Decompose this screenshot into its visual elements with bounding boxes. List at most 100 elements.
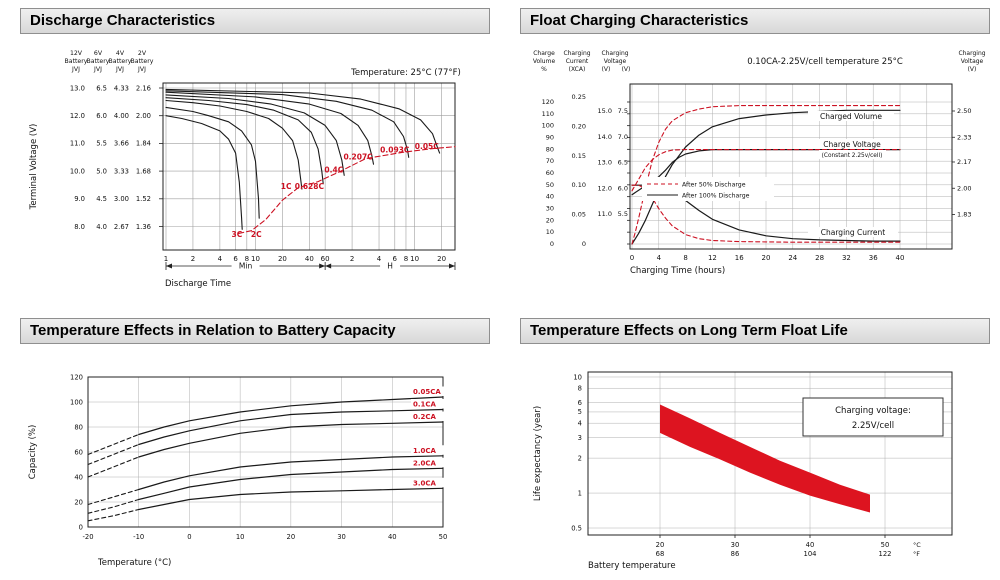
svg-text:8: 8 <box>404 255 408 263</box>
svg-text:Discharge Time: Discharge Time <box>165 279 231 289</box>
svg-text:80: 80 <box>546 145 554 153</box>
svg-text:3.66: 3.66 <box>114 140 129 148</box>
svg-text:JVJ: JVJ <box>115 66 124 73</box>
svg-text:7.0: 7.0 <box>618 133 628 141</box>
svg-text:9.0: 9.0 <box>74 195 85 203</box>
svg-text:1.0CA: 1.0CA <box>413 447 437 455</box>
svg-text:86: 86 <box>731 550 740 558</box>
svg-text:Voltage: Voltage <box>961 58 984 65</box>
svg-text:6.5: 6.5 <box>618 159 628 167</box>
svg-text:20: 20 <box>278 255 287 263</box>
svg-text:1: 1 <box>578 489 582 497</box>
svg-text:(XCA): (XCA) <box>569 66 586 73</box>
svg-text:(Constant 2.25v/cell): (Constant 2.25v/cell) <box>822 153 883 159</box>
svg-text:2: 2 <box>578 454 582 462</box>
svg-text:12.0: 12.0 <box>598 184 612 192</box>
svg-text:Charged Volume: Charged Volume <box>820 112 882 121</box>
svg-text:20: 20 <box>762 254 771 262</box>
svg-text:0.10: 0.10 <box>572 181 586 189</box>
svg-text:16: 16 <box>735 254 744 262</box>
svg-text:2: 2 <box>191 255 195 263</box>
svg-text:Battery temperature: Battery temperature <box>588 561 676 571</box>
svg-text:8: 8 <box>683 254 687 262</box>
svg-text:7.5: 7.5 <box>618 107 628 115</box>
svg-text:3.33: 3.33 <box>114 167 129 175</box>
svg-text:4: 4 <box>377 255 382 263</box>
svg-text:Battery: Battery <box>87 58 110 65</box>
svg-text:Min: Min <box>239 262 253 271</box>
svg-text:60: 60 <box>74 448 83 456</box>
svg-text:0.5: 0.5 <box>571 524 582 532</box>
svg-text:10: 10 <box>573 373 582 381</box>
svg-text:2V: 2V <box>138 50 147 57</box>
svg-text:20: 20 <box>74 498 83 506</box>
svg-text:3.00: 3.00 <box>114 195 129 203</box>
svg-text:2.33: 2.33 <box>957 133 971 141</box>
svg-text:3.0CA: 3.0CA <box>413 479 437 487</box>
svg-text:6V: 6V <box>94 50 103 57</box>
svg-text:Temperature: 25°C (77°F): Temperature: 25°C (77°F) <box>350 68 461 78</box>
svg-text:Volume: Volume <box>533 58 556 65</box>
svg-text:After 100% Discharge: After 100% Discharge <box>682 193 750 200</box>
svg-text:13.0: 13.0 <box>70 84 85 92</box>
svg-text:0.093C: 0.093C <box>380 145 410 154</box>
svg-text:110: 110 <box>542 110 554 118</box>
svg-text:11.0: 11.0 <box>598 210 612 218</box>
svg-text:30: 30 <box>546 205 554 213</box>
svg-text:Current: Current <box>566 58 589 65</box>
svg-text:Capacity (%): Capacity (%) <box>28 425 38 480</box>
panel-float-charging-title: Float Charging Characteristics <box>520 8 990 34</box>
svg-text:JVJ: JVJ <box>71 66 80 73</box>
svg-text:0.628C: 0.628C <box>295 182 325 191</box>
svg-text:°F: °F <box>913 550 920 558</box>
svg-text:(V): (V) <box>622 66 631 73</box>
svg-text:11.0: 11.0 <box>70 140 85 148</box>
svg-text:0.1CA: 0.1CA <box>413 401 437 409</box>
svg-text:24: 24 <box>788 254 797 262</box>
svg-text:JVJ: JVJ <box>137 66 146 73</box>
svg-text:5: 5 <box>578 408 582 416</box>
svg-text:50: 50 <box>881 541 890 549</box>
svg-text:104: 104 <box>804 550 817 558</box>
svg-text:6: 6 <box>578 399 582 407</box>
svg-text:40: 40 <box>305 255 314 263</box>
svg-text:Life expectancy (year): Life expectancy (year) <box>533 406 543 501</box>
svg-text:1.52: 1.52 <box>136 195 151 203</box>
svg-text:2.17: 2.17 <box>957 158 971 166</box>
svg-text:8: 8 <box>578 385 582 393</box>
svg-text:13.0: 13.0 <box>598 159 612 167</box>
panel-temp-capacity-title: Temperature Effects in Relation to Batte… <box>20 318 490 344</box>
svg-text:12V: 12V <box>70 50 83 57</box>
svg-text:Temperature (°C): Temperature (°C) <box>97 558 171 568</box>
svg-text:2C: 2C <box>251 230 262 239</box>
svg-text:4: 4 <box>578 419 582 427</box>
svg-text:32: 32 <box>842 254 851 262</box>
svg-text:1C: 1C <box>281 182 292 191</box>
svg-text:2.50: 2.50 <box>957 107 971 115</box>
panel-discharge: Discharge Characteristics 1 2 4 6 8 10 20 40 60 2… <box>20 8 490 294</box>
svg-text:100: 100 <box>542 122 554 130</box>
svg-text:3: 3 <box>578 434 582 442</box>
svg-text:Battery: Battery <box>65 58 88 65</box>
svg-text:30: 30 <box>337 533 346 541</box>
svg-text:Charging voltage:: Charging voltage: <box>835 406 911 416</box>
svg-text:100: 100 <box>70 398 83 406</box>
svg-text:5.5: 5.5 <box>96 140 107 148</box>
svg-text:2: 2 <box>350 255 354 263</box>
svg-text:1.84: 1.84 <box>136 140 151 148</box>
svg-text:15.0: 15.0 <box>598 107 612 115</box>
svg-text:3C: 3C <box>232 230 243 239</box>
svg-text:°C: °C <box>913 541 921 549</box>
svg-text:H: H <box>387 262 393 271</box>
svg-text:1.68: 1.68 <box>136 167 151 175</box>
svg-text:40: 40 <box>896 254 905 262</box>
svg-text:8: 8 <box>245 255 249 263</box>
svg-text:4V: 4V <box>116 50 125 57</box>
svg-text:0.20: 0.20 <box>572 122 586 130</box>
svg-text:30: 30 <box>731 541 740 549</box>
svg-text:0.15: 0.15 <box>572 152 586 160</box>
svg-text:10: 10 <box>546 228 554 236</box>
svg-text:40: 40 <box>388 533 397 541</box>
